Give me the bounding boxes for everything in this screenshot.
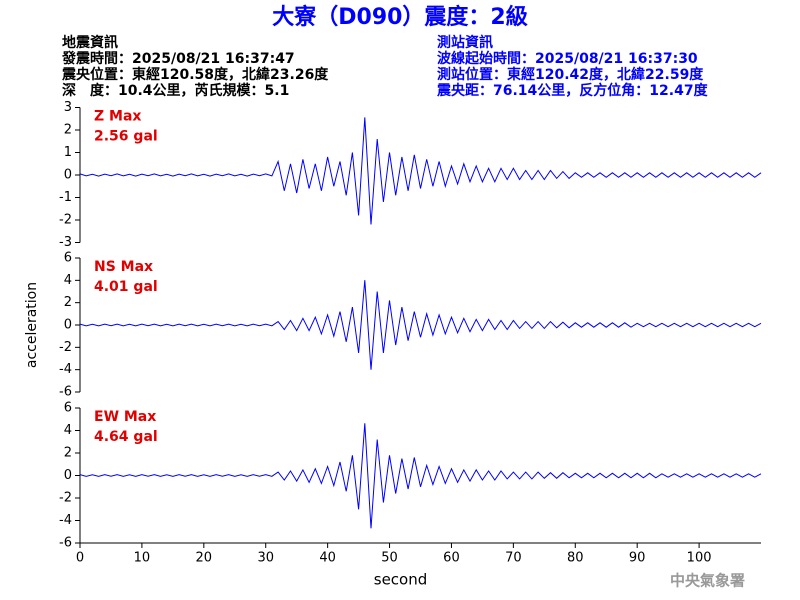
info-line: 測站資訊 (437, 34, 493, 51)
info-line: 震央距：76.14公里，反方位角：12.47度 (436, 82, 709, 99)
y-tick-label: -6 (59, 536, 72, 551)
annotation: Z Max (94, 109, 141, 125)
y-tick-label: -2 (59, 340, 72, 355)
y-tick-label: 6 (64, 251, 72, 266)
waveform (79, 280, 762, 370)
info-line: 震央位置：東經120.58度，北緯23.26度 (61, 66, 329, 83)
y-tick-label: -6 (59, 385, 72, 400)
x-tick-label: 20 (196, 551, 213, 566)
y-axis-label: acceleration (24, 282, 40, 368)
annotation: NS Max (94, 259, 153, 275)
y-tick-label: -1 (59, 190, 72, 205)
y-tick-label: 4 (64, 423, 72, 438)
y-tick-label: 2 (64, 295, 72, 310)
x-tick-label: 60 (443, 551, 460, 566)
y-tick-label: 3 (64, 100, 72, 115)
x-tick-label: 0 (76, 551, 84, 566)
info-line: 測站位置：東經120.42度，北緯22.59度 (437, 66, 704, 83)
info-line: 發震時間：2025/08/21 16:37:47 (61, 50, 295, 67)
x-tick-label: 40 (319, 551, 336, 566)
y-tick-label: 1 (64, 145, 72, 160)
info-line: 地震資訊 (62, 34, 118, 51)
y-tick-label: 0 (64, 318, 72, 333)
annotation: 4.64 gal (94, 429, 158, 445)
x-tick-label: 100 (687, 551, 712, 566)
y-tick-label: 0 (64, 168, 72, 183)
y-tick-label: 6 (64, 401, 72, 416)
y-tick-label: -3 (59, 235, 72, 250)
waveform (79, 423, 762, 529)
y-tick-label: 0 (64, 468, 72, 483)
y-tick-label: -4 (59, 362, 72, 377)
annotation: EW Max (94, 409, 156, 425)
waveform (79, 117, 762, 225)
x-tick-label: 30 (257, 551, 274, 566)
footer: 中央氣象署 (670, 572, 745, 590)
y-tick-label: 4 (64, 273, 72, 288)
x-tick-label: 90 (629, 551, 646, 566)
x-tick-label: 50 (381, 551, 398, 566)
y-tick-label: -2 (59, 491, 72, 506)
y-tick-label: -4 (59, 513, 72, 528)
y-tick-label: -2 (59, 213, 72, 228)
info-line: 波線起始時間：2025/08/21 16:37:30 (437, 50, 698, 67)
x-axis-label: second (374, 571, 428, 589)
y-tick-label: 2 (64, 446, 72, 461)
x-tick-label: 80 (567, 551, 584, 566)
annotation: 4.01 gal (94, 279, 158, 295)
annotation: 2.56 gal (94, 129, 158, 145)
info-line: 深 度：10.4公里，芮氏規模：5.1 (62, 82, 289, 99)
y-tick-label: 2 (64, 123, 72, 138)
title: 大寮（D090）震度：2級 (272, 4, 528, 30)
x-tick-label: 10 (134, 551, 151, 566)
x-tick-label: 70 (505, 551, 522, 566)
